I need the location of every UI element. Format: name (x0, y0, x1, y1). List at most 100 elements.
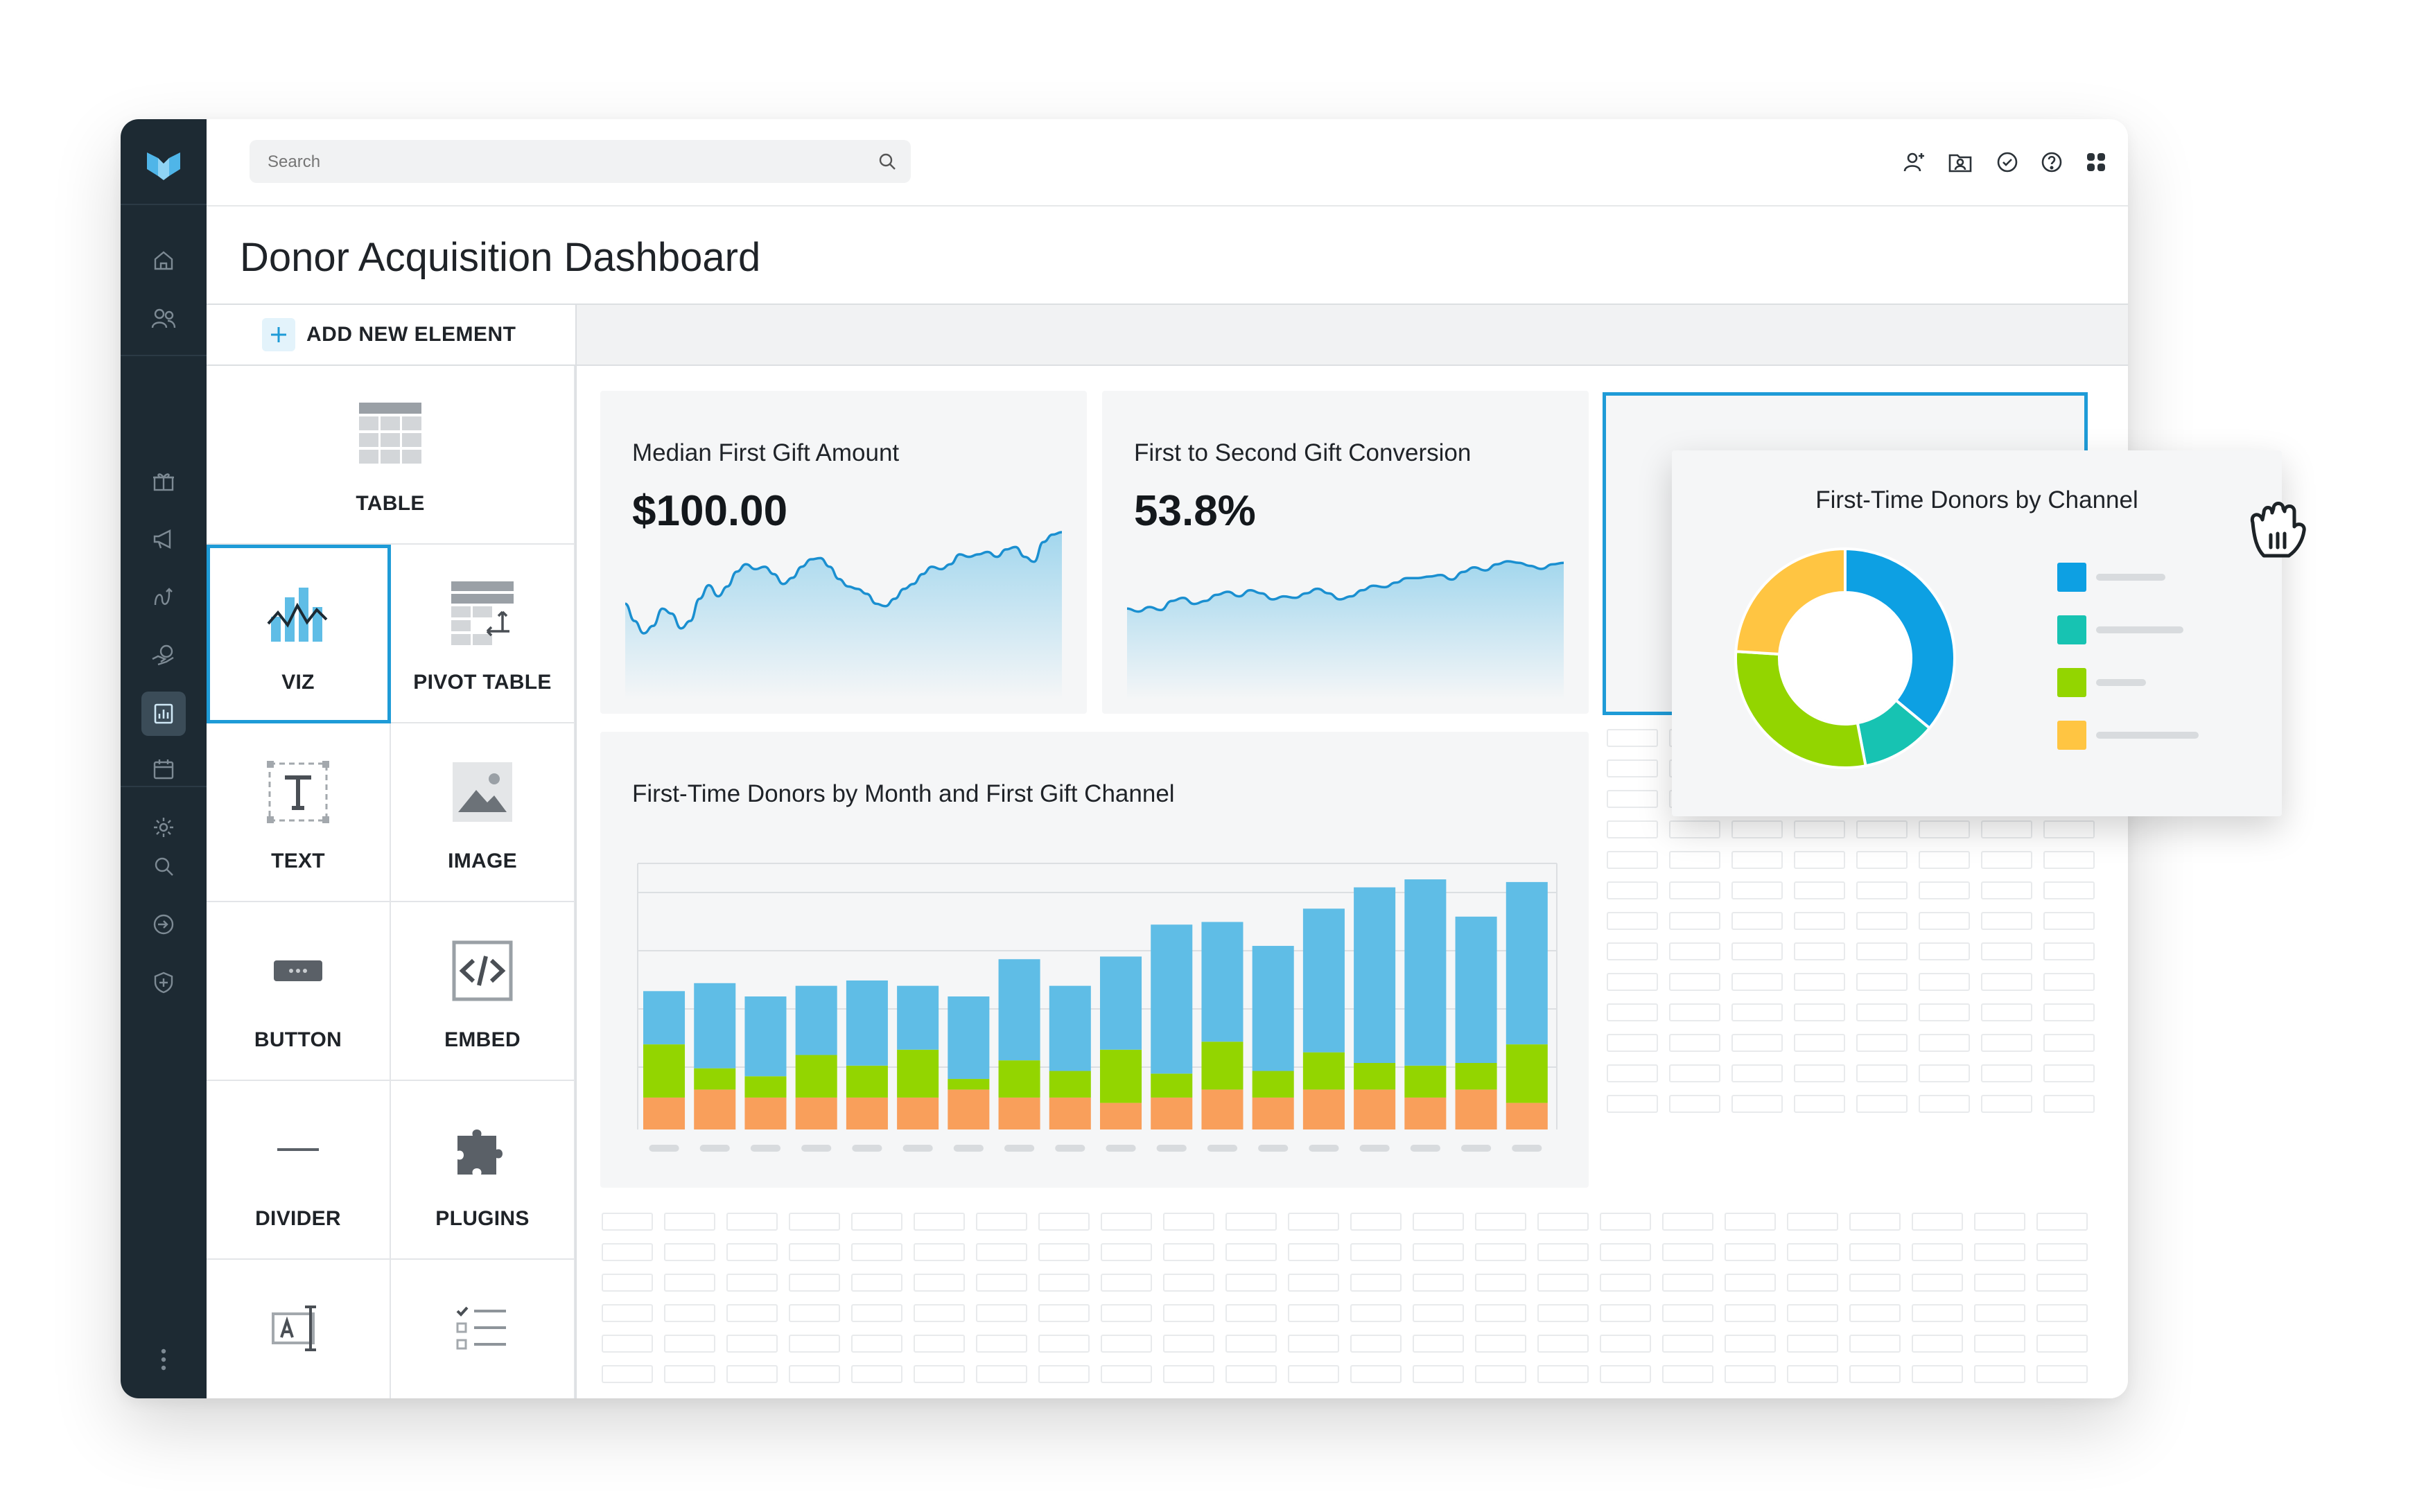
bar-green (1506, 1044, 1548, 1103)
grid-cell (664, 1213, 715, 1231)
grab-hand-icon (2250, 502, 2306, 558)
kpi-value: $100.00 (632, 487, 788, 535)
tile-embed[interactable]: EMBED (391, 902, 575, 1081)
button-icon (274, 960, 322, 981)
tile-button[interactable]: BUTTON (207, 902, 391, 1081)
journey-icon[interactable] (147, 581, 180, 614)
bar-green (1354, 1063, 1396, 1090)
people-icon[interactable] (147, 302, 180, 335)
grid-cell (1981, 881, 2032, 899)
grid-cell (1607, 790, 1658, 808)
grid-cell (1912, 1243, 1963, 1261)
reports-icon[interactable] (141, 692, 186, 736)
element-palette: ADD NEW ELEMENT TABLE VIZ (207, 305, 577, 1398)
grid-cell (1163, 1213, 1214, 1231)
search-box[interactable] (250, 140, 911, 184)
grid-cell (1288, 1335, 1339, 1353)
grid-cell (1225, 1274, 1277, 1292)
search-input[interactable] (266, 140, 865, 184)
kpi-card-median-gift[interactable]: Median First Gift Amount $100.00 (600, 391, 1087, 714)
tile-text[interactable]: TEXT (207, 723, 391, 902)
grid-cell (1607, 1003, 1658, 1021)
more-icon[interactable] (147, 1343, 180, 1376)
contact-folder-icon[interactable] (1946, 148, 1974, 176)
bar-chart-card[interactable]: First-Time Donors by Month and First Gif… (600, 732, 1589, 1188)
add-new-element-button[interactable]: ADD NEW ELEMENT (262, 317, 516, 352)
app-logo[interactable] (144, 146, 183, 184)
dragged-donut-card[interactable]: First-Time Donors by Channel (1672, 450, 2282, 816)
gift-icon[interactable] (147, 464, 180, 498)
bar-blue (1252, 946, 1294, 1071)
search-icon[interactable] (147, 850, 180, 883)
grid-cell (1731, 1095, 1783, 1113)
grid-cell (2043, 912, 2095, 930)
pivot-table-icon (451, 581, 514, 645)
grid-cell (976, 1243, 1027, 1261)
help-icon[interactable] (2038, 148, 2066, 176)
tile-pivot-table[interactable]: PIVOT TABLE (391, 545, 575, 723)
bar-green (744, 1076, 787, 1098)
grid-cell (1794, 912, 1845, 930)
grid-cell (1856, 881, 1908, 899)
page-title: Donor Acquisition Dashboard (240, 235, 761, 280)
grid-cell (1787, 1335, 1838, 1353)
tile-label: VIZ (281, 671, 315, 694)
home-icon[interactable] (147, 244, 180, 277)
search-icon[interactable] (878, 152, 897, 171)
tile-input[interactable] (207, 1260, 391, 1398)
tile-viz[interactable]: VIZ (207, 545, 391, 723)
bar-blue (1354, 887, 1396, 1063)
grid-cell (602, 1213, 653, 1231)
grid-cell (1725, 1213, 1776, 1231)
bar-green (846, 1065, 888, 1098)
grid-cell (1849, 1365, 1901, 1383)
grid-cell (1607, 759, 1658, 777)
grid-cell (1038, 1304, 1090, 1322)
grid-cell (1225, 1304, 1277, 1322)
grid-cell (1725, 1243, 1776, 1261)
add-new-element-label: ADD NEW ELEMENT (306, 323, 516, 346)
legend-swatch (2057, 721, 2086, 750)
grid-cell (789, 1304, 840, 1322)
grid-cell (1101, 1274, 1152, 1292)
grid-cell (2036, 1335, 2088, 1353)
x-tick-placeholder (750, 1145, 781, 1152)
x-tick-placeholder (1207, 1145, 1238, 1152)
grid-cell (1101, 1243, 1152, 1261)
tile-image[interactable]: IMAGE (391, 723, 575, 902)
shield-icon[interactable] (147, 966, 180, 999)
check-circle-icon[interactable] (1993, 148, 2021, 176)
megaphone-icon[interactable] (147, 522, 180, 556)
grid-cell (726, 1213, 778, 1231)
sparkline-area (1127, 561, 1564, 700)
bar-blue (1506, 881, 1548, 1045)
grid-cell (1919, 851, 1970, 869)
grid-cell (1669, 942, 1720, 960)
add-person-icon[interactable] (1901, 148, 1928, 176)
grid-cell (1225, 1243, 1277, 1261)
apps-grid-icon[interactable] (2082, 148, 2110, 176)
tile-table[interactable]: TABLE (207, 366, 575, 545)
grid-cell (789, 1335, 840, 1353)
grid-cell (1725, 1365, 1776, 1383)
bar-orange (1455, 1089, 1497, 1129)
tile-plugins[interactable]: PLUGINS (391, 1081, 575, 1260)
canvas-header-strip (577, 305, 2128, 366)
tile-label: TABLE (356, 492, 425, 515)
tile-divider[interactable]: DIVIDER (207, 1081, 391, 1260)
donation-icon[interactable] (147, 639, 180, 672)
tile-list[interactable] (391, 1260, 575, 1398)
grid-cell (976, 1365, 1027, 1383)
divider-icon (277, 1148, 319, 1151)
settings-icon[interactable] (147, 811, 180, 844)
grid-cell (1856, 1034, 1908, 1052)
calendar-icon[interactable] (147, 753, 180, 786)
kpi-card-conversion[interactable]: First to Second Gift Conversion 53.8% (1102, 391, 1589, 714)
bar-green (1049, 1071, 1091, 1098)
grid-cell (664, 1304, 715, 1322)
bar-orange (1201, 1089, 1243, 1129)
bar-green (998, 1060, 1040, 1098)
grid-cell (1101, 1213, 1152, 1231)
grid-cell (2036, 1274, 2088, 1292)
sign-in-icon[interactable] (147, 908, 180, 941)
